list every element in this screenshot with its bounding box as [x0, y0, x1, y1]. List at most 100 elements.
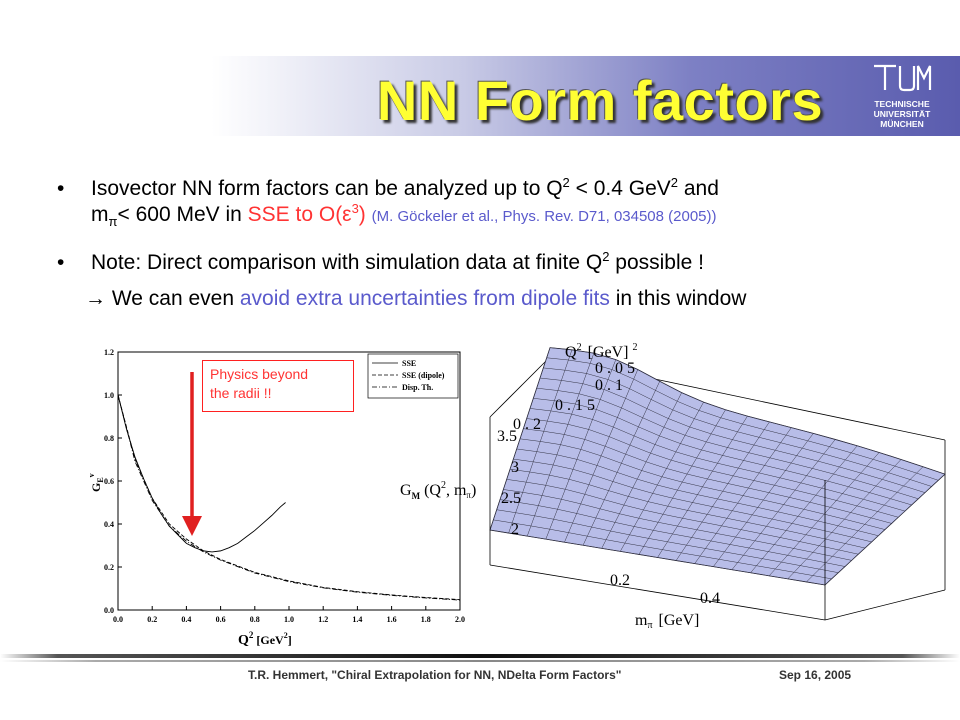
citation: (M. Göckeler et al., Phys. Rev. D71, 034…	[371, 208, 717, 225]
z-axis-ticks: 3.5 3 2.5 2	[497, 428, 521, 538]
x-axis-label: Q2 [GeV2]	[238, 630, 292, 648]
x-tick-label: 0.6	[216, 615, 226, 624]
arrow-text-a: We can even	[106, 287, 240, 310]
surface-mesh-line	[549, 347, 946, 475]
surface-mesh-line	[519, 438, 886, 530]
surface-mesh-line	[499, 499, 846, 567]
bullet-1-text-a: Isovector NN form factors can be analyze…	[91, 177, 563, 200]
x-tick-label: 0.0	[113, 615, 123, 624]
legend-label-sse: SSE	[402, 359, 416, 368]
logo-line-3: MÜNCHEN	[880, 119, 923, 129]
z-tick-0: 2	[511, 521, 519, 538]
surface-mesh-line	[493, 519, 832, 580]
x-tick-label: 1.4	[352, 615, 362, 624]
legend-label-dipole: SSE (dipole)	[402, 371, 445, 380]
y-tick-label: 0.2	[104, 563, 114, 572]
bullet-2-text-b: possible !	[609, 251, 705, 274]
arrow-icon: →	[85, 287, 106, 310]
legend: SSE SSE (dipole) Disp. Th.	[367, 353, 459, 399]
footer-divider	[0, 654, 960, 658]
surface-mesh-line	[489, 529, 826, 586]
bullet-2: • Note: Direct comparison with simulatio…	[55, 250, 935, 276]
bullet-1-text-b: < 0.4 GeV	[569, 177, 671, 200]
q-axis-label: Q2 [GeV] 2	[565, 342, 637, 361]
z-tick-1: 2.5	[501, 490, 521, 507]
footer-author: T.R. Hemmert, "Chiral Extrapolation for …	[248, 668, 622, 682]
legend-label-disp: Disp. Th.	[402, 383, 433, 392]
bullet-list: • Isovector NN form factors can be analy…	[55, 176, 935, 312]
surface-mesh-line	[546, 357, 939, 481]
surface-mesh-line	[533, 398, 912, 506]
arrow-text-b: in this window	[609, 287, 747, 310]
x-tick-label: 1.2	[318, 615, 328, 624]
m-tick-0: 0.2	[610, 572, 630, 589]
slide-title: NN Form factors	[376, 69, 824, 132]
surface-mesh-line	[516, 448, 879, 536]
bullet-1-sub: π	[108, 214, 118, 229]
bullet-2-sup: 2	[602, 249, 610, 264]
surface-mesh-line	[509, 468, 866, 549]
m-tick-1: 0.4	[700, 590, 720, 607]
q-axis-ticks: 0.05 0.1 0.15 0.2	[513, 360, 639, 433]
m-axis-ticks: 0.2 0.4	[610, 572, 720, 607]
bullet-2-text-a: Note: Direct comparison with simulation …	[91, 251, 603, 274]
y-tick-label: 0.0	[104, 606, 114, 615]
y-tick-label: 1.2	[104, 348, 114, 357]
bullet-dot: •	[57, 251, 65, 274]
sse-sup: 3	[351, 201, 359, 216]
magnetic-form-factor-surface: 0.05 0.1 0.15 0.2 3.5 3 2.5 2 0.2 0.4 Q2…	[400, 342, 946, 631]
q-tick-2: 0.15	[555, 397, 599, 414]
z-tick-3: 3.5	[497, 428, 517, 445]
y-axis-label: GEv	[88, 473, 105, 492]
dipole-highlight: avoid extra uncertainties from dipole fi…	[239, 287, 610, 310]
legend-box	[367, 353, 459, 399]
tum-logo: TECHNISCHE UNIVERSITÄT MÜNCHEN	[874, 64, 931, 129]
x-tick-label: 2.0	[455, 615, 465, 624]
y-tick-label: 0.4	[104, 520, 114, 529]
annotation-line-2: the radii !!	[210, 385, 272, 401]
annotation-line-1: Physics beyond	[210, 366, 309, 382]
surface-mesh-line	[526, 418, 899, 518]
title-bar	[0, 56, 960, 136]
surface-mesh-line	[513, 458, 872, 543]
bullet-dot: •	[57, 177, 65, 200]
logo-line-1: TECHNISCHE	[874, 99, 930, 109]
z-axis-label: GM (Q2, mπ)	[400, 480, 476, 501]
bullet-1-sup-a: 2	[562, 175, 570, 190]
sse-text: SSE to O(ε	[247, 203, 352, 226]
y-tick-label: 1.0	[104, 391, 114, 400]
y-tick-label: 0.8	[104, 434, 114, 443]
x-tick-label: 1.6	[387, 615, 397, 624]
surface-mesh-line	[536, 387, 919, 500]
sse-highlight: SSE to O(ε3)	[247, 201, 366, 226]
bullet-1-sup-b: 2	[670, 175, 678, 190]
surface-mesh-line	[523, 428, 892, 524]
y-tick-label: 0.6	[104, 477, 114, 486]
red-arrow-icon	[182, 372, 202, 536]
surface-mesh-line	[543, 367, 932, 487]
footer-date: Sep 16, 2005	[779, 668, 852, 682]
x-tick-label: 1.0	[284, 615, 294, 624]
electric-form-factor-chart: 0.0 0.2 0.4 0.6 0.8 1.0 1.2 1.4 1.6 1.8 2.0 0.0 0.2 0…	[88, 348, 465, 648]
bullet-1-text-c: and	[678, 177, 719, 200]
q-tick-3: 0.2	[513, 416, 545, 433]
surface-mesh-line	[529, 408, 906, 512]
surface-mesh-line	[506, 479, 859, 555]
surface-mesh-line	[539, 377, 926, 493]
x-tick-label: 0.4	[181, 615, 191, 624]
m-axis-label: mπ [GeV]	[635, 612, 699, 631]
q-tick-1: 0.1	[595, 377, 627, 394]
series-disp-th-line	[117, 394, 461, 601]
sse-close: )	[358, 203, 366, 226]
surface-mesh-line	[503, 489, 852, 561]
surface-mesh-line	[496, 509, 839, 573]
footer-divider-thin	[0, 660, 960, 662]
x-tick-label: 0.8	[250, 615, 260, 624]
logo-line-2: UNIVERSITÄT	[874, 109, 931, 119]
bullet-1: • Isovector NN form factors can be analy…	[55, 176, 935, 230]
annotation-box: Physics beyond the radii !!	[202, 360, 354, 412]
z-tick-2: 3	[511, 459, 519, 476]
bullet-1-text-d: m	[91, 203, 109, 226]
x-tick-label: 1.8	[421, 615, 431, 624]
q-tick-0: 0.05	[595, 360, 639, 377]
